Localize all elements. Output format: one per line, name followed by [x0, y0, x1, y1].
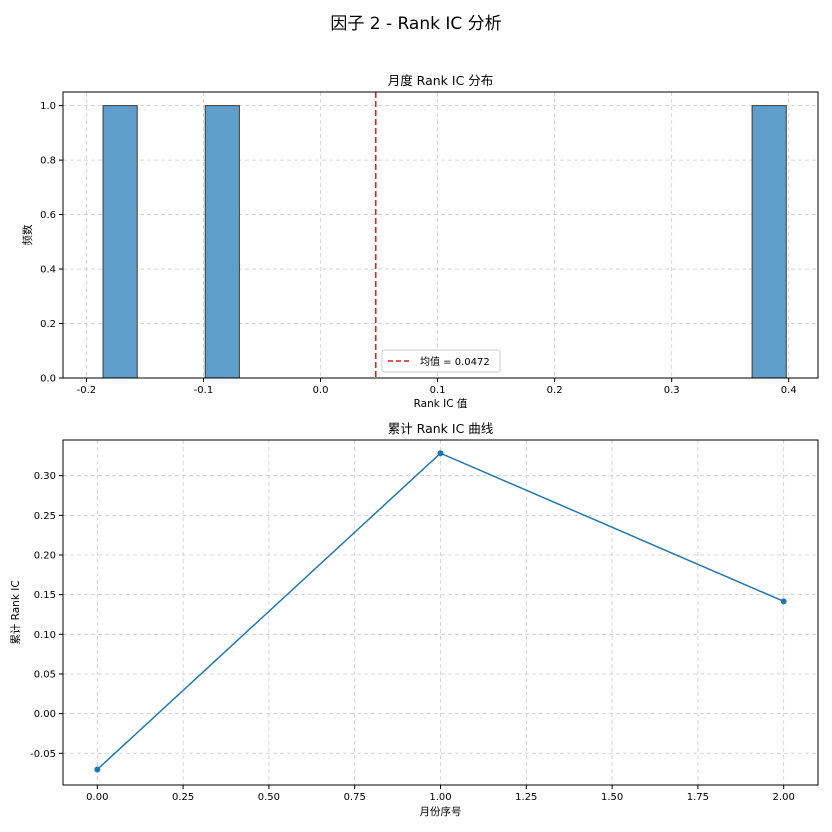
histogram-bar	[751, 105, 787, 379]
line-chart-grid	[63, 440, 818, 785]
line-chart-x-tick-label: 0.00	[86, 792, 108, 803]
histogram-y-tick-label: 0.8	[40, 156, 56, 167]
histogram-bar	[204, 105, 240, 379]
legend-mean-label: 均值 = 0.0472	[420, 355, 490, 368]
histogram-y-tick-label: 1.0	[40, 101, 56, 112]
cumulative-rank-ic-point	[780, 598, 787, 605]
line-chart-y-tick-label: 0.15	[34, 590, 56, 601]
cumulative-rank-ic-point	[437, 450, 444, 457]
line-chart-x-tick-label: 1.75	[687, 792, 709, 803]
histogram-x-tick-label: -0.1	[194, 385, 214, 396]
histogram-x-tick-label: 0.3	[664, 385, 680, 396]
line-chart-y-axis-label: 累计 Rank IC	[9, 580, 22, 644]
line-chart-x-axis-label: 月份序号	[420, 805, 462, 818]
histogram-x-tick-label: 0.0	[313, 385, 329, 396]
figure-title: 因子 2 - Rank IC 分析	[330, 14, 501, 34]
line-chart-y-tick-label: -0.05	[30, 749, 56, 760]
line-chart-y-tick-label: 0.00	[34, 709, 56, 720]
histogram-bar	[102, 105, 138, 379]
line-chart-x-tick-label: 1.50	[601, 792, 623, 803]
line-chart-x-tick-label: 0.75	[344, 792, 366, 803]
histogram-ticks: -0.2 -0.1 0.0 0.1 0.2 0.3 0.4 0.0 0.2 0.4 0.6 0.8 1.…	[40, 101, 797, 396]
line-chart-y-tick-label: 0.10	[34, 630, 56, 641]
histogram-bars	[102, 105, 787, 379]
histogram-panel: -0.2 -0.1 0.0 0.1 0.2 0.3 0.4 0.0 0.2 0.4 0.6 0.8 1.…	[21, 73, 819, 410]
line-chart-y-tick-label: 0.05	[34, 669, 56, 680]
histogram-y-axis-label: 频数	[21, 224, 34, 245]
cumulative-line-panel: 0.00 0.25 0.50 0.75 1.00 1.25 1.50 1.75 2.00 -0.0…	[9, 421, 819, 818]
histogram-x-tick-label: -0.2	[77, 385, 97, 396]
histogram-legend: 均值 = 0.0472	[381, 349, 501, 373]
histogram-grid	[63, 92, 818, 379]
histogram-x-tick-label: 0.1	[430, 385, 446, 396]
line-chart-y-tick-label: 0.25	[34, 511, 56, 522]
histogram-y-tick-label: 0.0	[40, 374, 56, 385]
histogram-axes-frame	[62, 91, 819, 379]
cumulative-rank-ic-point	[94, 766, 101, 773]
histogram-x-axis-label: Rank IC 值	[414, 397, 468, 410]
line-chart-y-tick-label: 0.20	[34, 551, 56, 562]
histogram-y-tick-label: 0.6	[40, 210, 56, 221]
line-chart-ticks: 0.00 0.25 0.50 0.75 1.00 1.25 1.50 1.75 2.00 -0.0…	[30, 471, 795, 803]
line-chart-series	[94, 450, 787, 773]
line-chart-x-tick-label: 2.00	[773, 792, 795, 803]
legend-box	[381, 349, 501, 373]
line-chart-title: 累计 Rank IC 曲线	[388, 421, 494, 436]
line-chart-x-tick-label: 0.25	[172, 792, 194, 803]
line-chart-x-tick-label: 1.00	[429, 792, 451, 803]
histogram-x-tick-label: 0.2	[547, 385, 563, 396]
line-chart-x-tick-label: 0.50	[258, 792, 280, 803]
line-chart-y-tick-label: 0.30	[34, 471, 56, 482]
histogram-y-tick-label: 0.2	[40, 319, 56, 330]
histogram-y-tick-label: 0.4	[40, 265, 56, 276]
histogram-x-tick-label: 0.4	[781, 385, 797, 396]
line-chart-x-tick-label: 1.25	[515, 792, 537, 803]
histogram-title: 月度 Rank IC 分布	[388, 73, 494, 88]
